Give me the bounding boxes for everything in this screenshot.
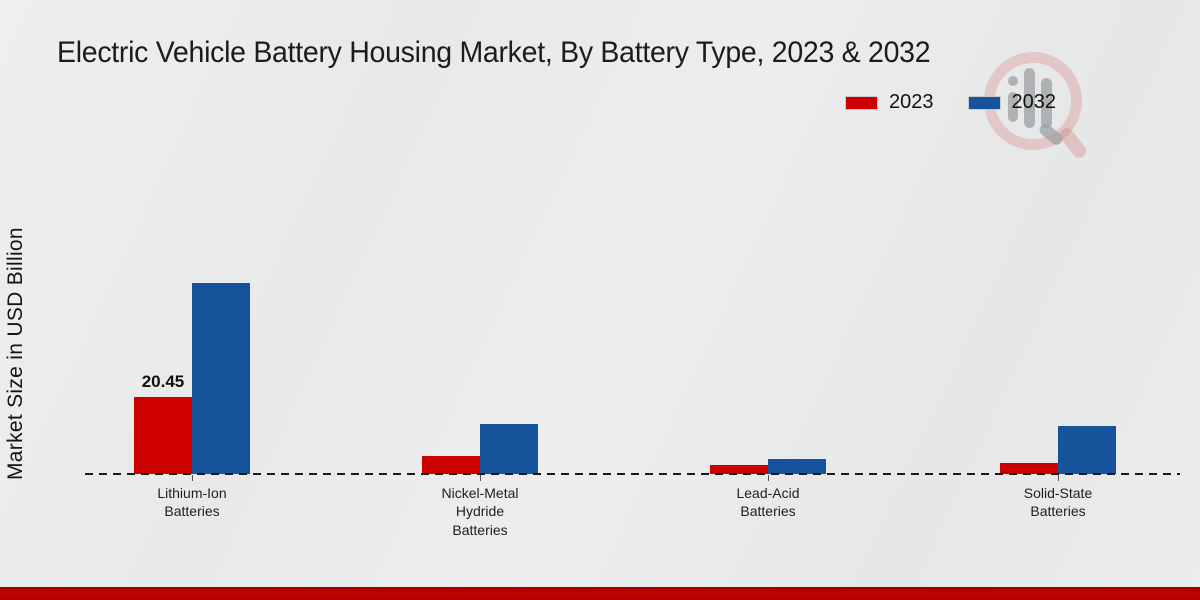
x-axis-category-label-line: Hydride [455,503,505,520]
bar-2032-nickel-metal-hydride-batteries [480,424,538,474]
bar-2023-lead-acid-batteries [710,465,768,474]
x-axis-tick [1058,475,1059,481]
x-axis-category-label: Lithium-Ion Batteries [102,484,282,521]
watermark-bar [1024,68,1035,128]
watermark-dot [1008,76,1018,86]
x-axis-tick [768,475,769,481]
x-axis-category-label: Lead-Acid Batteries [678,484,858,521]
x-axis-tick [480,475,481,481]
x-axis-category-label-line: Batteries [1030,503,1086,520]
x-axis-category-label: Solid-State Batteries [968,484,1148,521]
watermark-bar [1041,78,1052,128]
x-axis-category-label-line: Solid-State [1023,485,1093,501]
legend-entry-2032: 2032 [967,91,1057,114]
bar-2023-lithium-ion-batteries [134,397,192,474]
legend-swatch-2023 [845,95,878,110]
x-axis-category-label: Nickel-Metal Hydride Batteries [390,484,570,539]
y-axis-label: Market Size in USD Billion [4,227,27,481]
x-axis-category-label-line: Nickel-Metal [441,485,519,501]
legend-label: 2023 [889,91,934,113]
bar-2023-nickel-metal-hydride-batteries [422,456,480,474]
chart-title: Electric Vehicle Battery Housing Market,… [57,36,931,69]
x-axis-category-label-line: Batteries [740,503,796,520]
legend-label: 2032 [1011,91,1057,113]
x-axis-tick [192,475,193,481]
bar-2032-solid-state-batteries [1058,426,1116,474]
bar-2023-solid-state-batteries [1000,463,1058,474]
x-axis-category-label-line: Batteries [164,503,220,520]
watermark-bar [1008,92,1018,122]
legend-entry-2023: 2023 [845,91,934,114]
x-axis-baseline [85,473,1180,475]
legend-swatch-2032 [967,95,1001,110]
bar-data-label: 20.45 [141,372,185,391]
x-axis-category-label-line: Lithium-Ion [157,485,227,501]
x-axis-category-label-line: Batteries [452,521,508,538]
bar-2032-lead-acid-batteries [768,459,826,474]
chart-legend: 2023 2032 [845,91,1056,114]
x-axis-category-label-line: Lead-Acid [736,485,800,501]
bar-2032-lithium-ion-batteries [192,283,250,474]
footer-accent-band [0,587,1200,600]
